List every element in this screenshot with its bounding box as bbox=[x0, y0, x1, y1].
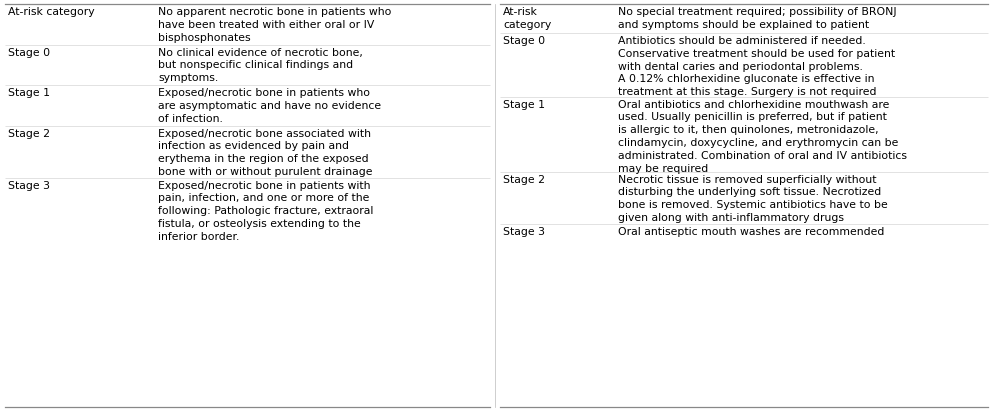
Text: Antibiotics should be administered if needed.
Conservative treatment should be u: Antibiotics should be administered if ne… bbox=[618, 36, 895, 97]
Text: At-risk
category: At-risk category bbox=[503, 7, 551, 30]
Text: Stage 0: Stage 0 bbox=[8, 47, 50, 58]
Text: Stage 2: Stage 2 bbox=[8, 129, 50, 138]
Text: Oral antiseptic mouth washes are recommended: Oral antiseptic mouth washes are recomme… bbox=[618, 227, 884, 236]
Text: Stage 0: Stage 0 bbox=[503, 36, 545, 46]
Text: Exposed/necrotic bone associated with
infection as evidenced by pain and
erythem: Exposed/necrotic bone associated with in… bbox=[158, 129, 372, 177]
Text: Oral antibiotics and chlorhexidine mouthwash are
used. Usually penicillin is pre: Oral antibiotics and chlorhexidine mouth… bbox=[618, 100, 907, 173]
Text: Stage 2: Stage 2 bbox=[503, 175, 545, 185]
Text: Exposed/necrotic bone in patients with
pain, infection, and one or more of the
f: Exposed/necrotic bone in patients with p… bbox=[158, 180, 373, 242]
Text: No apparent necrotic bone in patients who
have been treated with either oral or : No apparent necrotic bone in patients wh… bbox=[158, 7, 391, 42]
Text: Necrotic tissue is removed superficially without
disturbing the underlying soft : Necrotic tissue is removed superficially… bbox=[618, 175, 888, 223]
Text: No special treatment required; possibility of BRONJ
and symptoms should be expla: No special treatment required; possibili… bbox=[618, 7, 897, 30]
Text: Exposed/necrotic bone in patients who
are asymptomatic and have no evidence
of i: Exposed/necrotic bone in patients who ar… bbox=[158, 88, 381, 124]
Text: No clinical evidence of necrotic bone,
but nonspecific clinical findings and
sym: No clinical evidence of necrotic bone, b… bbox=[158, 47, 363, 83]
Text: Stage 1: Stage 1 bbox=[503, 100, 545, 110]
Text: Stage 1: Stage 1 bbox=[8, 88, 50, 98]
Text: Stage 3: Stage 3 bbox=[503, 227, 545, 236]
Text: At-risk category: At-risk category bbox=[8, 7, 95, 17]
Text: Stage 3: Stage 3 bbox=[8, 180, 50, 190]
